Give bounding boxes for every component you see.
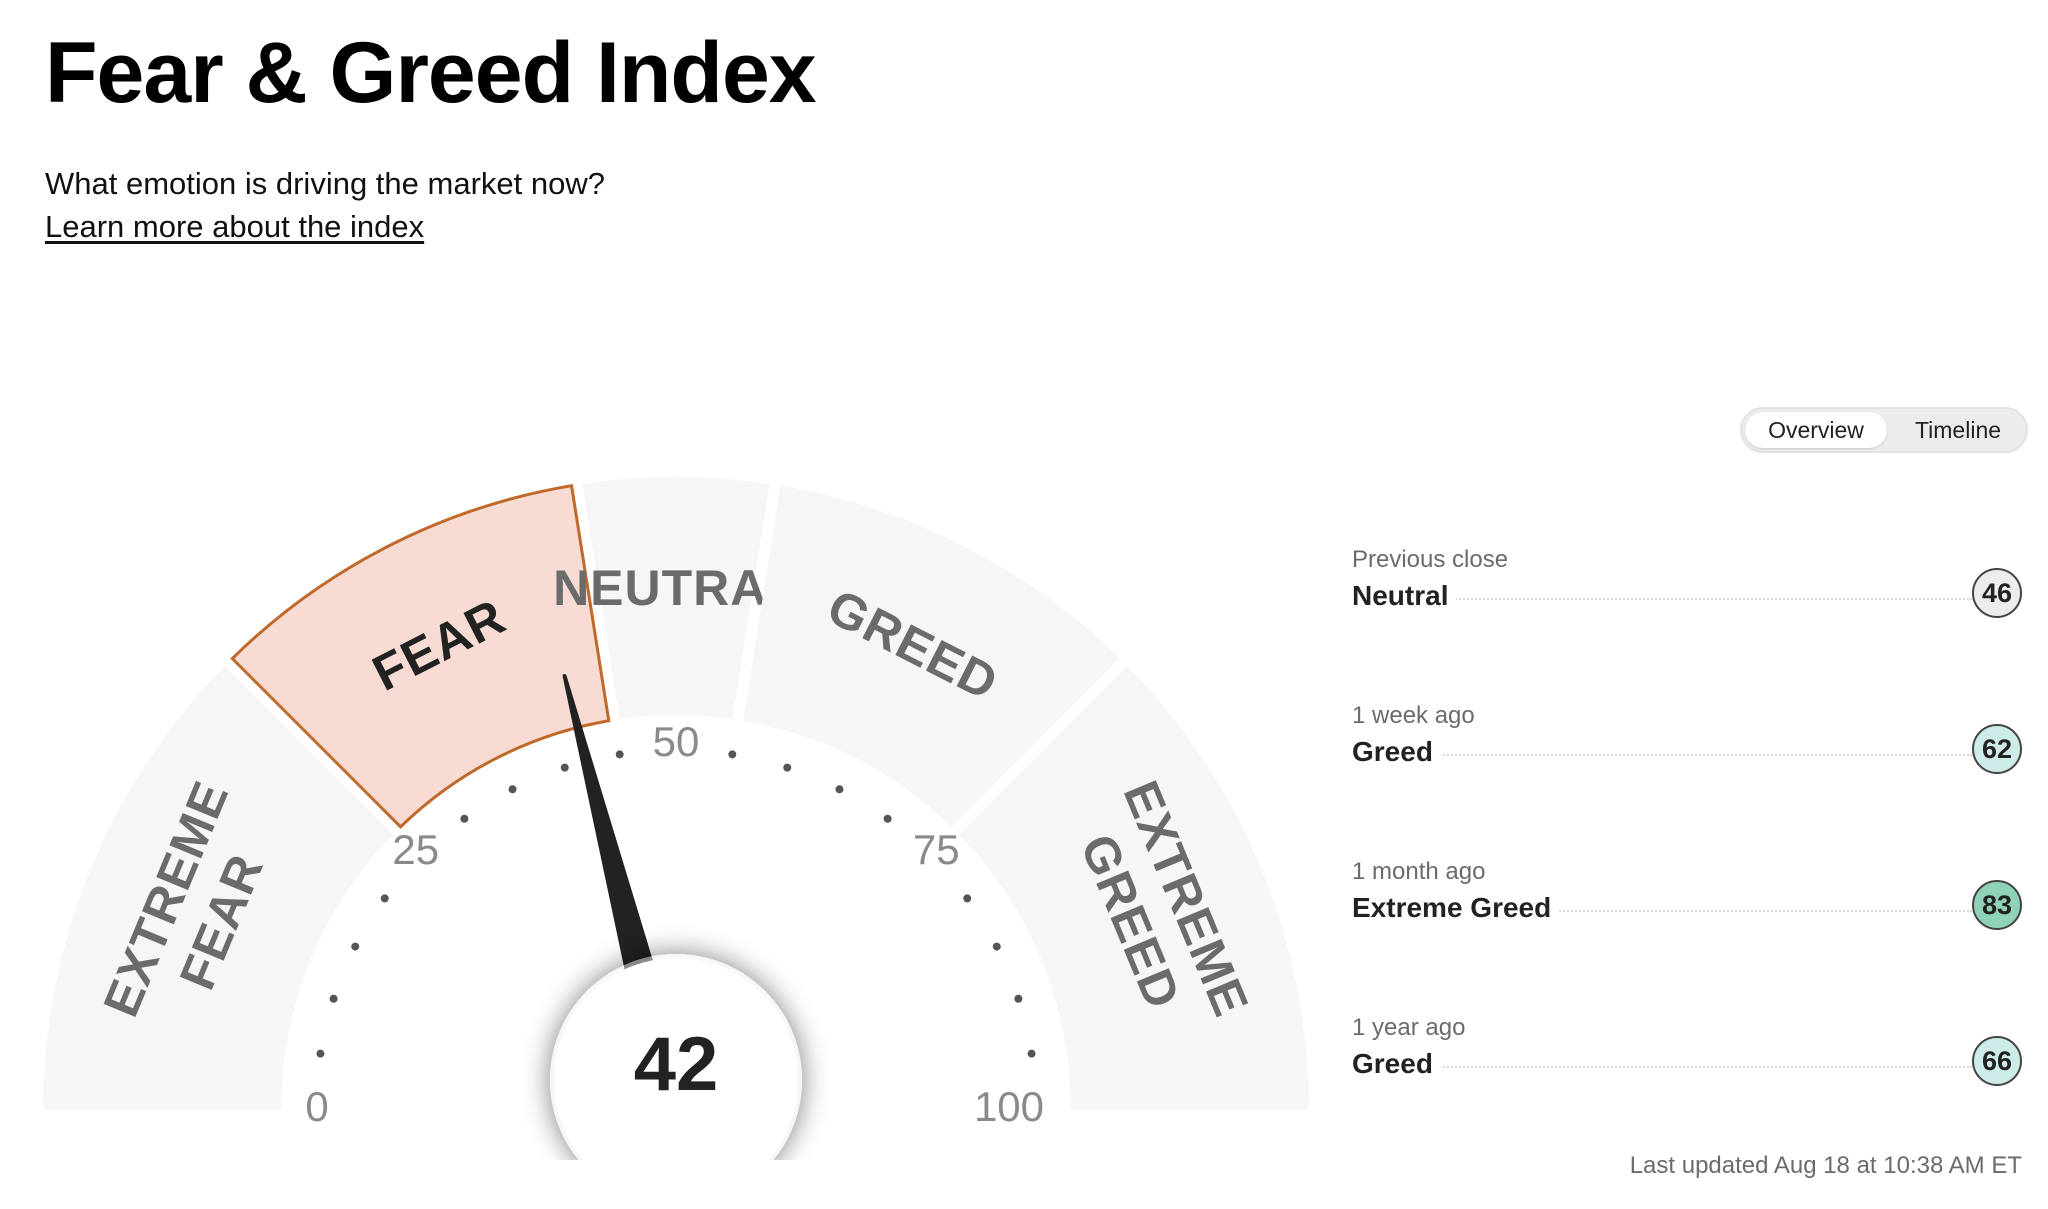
- history-row-1-year-ago: 1 year ago Greed 66: [1352, 1014, 2022, 1124]
- scale-label-75: 75: [913, 826, 960, 873]
- history-value-badge: 62: [1972, 724, 2022, 774]
- gauge-hub: [554, 958, 798, 1160]
- history-rating: Extreme Greed: [1352, 892, 1560, 924]
- history-row-previous-close: Previous close Neutral 46: [1352, 546, 2022, 656]
- segment-neutral: NEUTRAL: [553, 476, 799, 720]
- leader-dots: [1352, 754, 1972, 756]
- history-rating: Neutral: [1352, 580, 1457, 612]
- scale-tick: [560, 763, 569, 772]
- history-value-badge: 83: [1972, 880, 2022, 930]
- history-rating: Greed: [1352, 736, 1441, 768]
- scale-tick: [329, 994, 338, 1003]
- history-value-badge: 46: [1972, 568, 2022, 618]
- history-row-1-week-ago: 1 week ago Greed 62: [1352, 702, 2022, 812]
- history-rating: Greed: [1352, 1048, 1441, 1080]
- segment-extreme-greed: EXTREMEGREED: [959, 666, 1309, 1110]
- scale-tick: [615, 750, 624, 759]
- view-toggle: Overview Timeline: [1740, 407, 2028, 453]
- segment-neutral-arc: [582, 476, 770, 720]
- scale-tick: [351, 942, 360, 951]
- scale-tick: [1027, 1049, 1036, 1058]
- scale-label-50: 50: [653, 718, 700, 765]
- scale-tick: [508, 785, 517, 794]
- current-index-value: 42: [634, 1022, 719, 1107]
- segment-extreme-fear: EXTREMEFEAR: [43, 666, 393, 1110]
- scale-tick: [783, 763, 792, 772]
- scale-tick: [963, 894, 972, 903]
- leader-dots: [1352, 598, 1972, 600]
- segment-extreme-greed-arc: [959, 666, 1309, 1110]
- scale-label-100: 100: [974, 1083, 1044, 1130]
- scale-tick: [883, 814, 892, 823]
- segment-extreme-fear-arc: [43, 666, 393, 1110]
- segment-greed: GREED: [743, 485, 1120, 827]
- scale-tick: [992, 942, 1001, 951]
- history-label: 1 week ago: [1352, 702, 1475, 729]
- page-title: Fear & Greed Index: [45, 25, 817, 121]
- scale-tick: [316, 1049, 325, 1058]
- learn-more-link[interactable]: Learn more about the index: [45, 209, 425, 244]
- leader-dots: [1352, 910, 1972, 912]
- segment-greed-arc: [743, 485, 1120, 827]
- segment-neutral-label: NEUTRAL: [553, 560, 799, 616]
- history-row-1-month-ago: 1 month ago Extreme Greed 83: [1352, 858, 2022, 968]
- page-subtitle: What emotion is driving the market now?: [45, 166, 605, 201]
- scale-label-25: 25: [392, 826, 439, 873]
- history-label: 1 month ago: [1352, 858, 1486, 885]
- history-label: Previous close: [1352, 546, 1509, 573]
- segment-fear-arc: [230, 483, 611, 829]
- scale-tick: [835, 785, 844, 794]
- last-updated-text: Last updated Aug 18 at 10:38 AM ET: [1629, 1152, 2022, 1179]
- history-value-badge: 66: [1972, 1036, 2022, 1086]
- segment-label-line: NEUTRAL: [553, 560, 799, 616]
- scale-tick: [380, 894, 389, 903]
- overview-tab[interactable]: Overview: [1745, 412, 1887, 448]
- timeline-tab[interactable]: Timeline: [1914, 417, 2002, 443]
- segment-fear: FEAR: [230, 483, 611, 829]
- history-label: 1 year ago: [1352, 1014, 1466, 1041]
- scale-tick: [460, 814, 469, 823]
- scale-tick: [1014, 994, 1023, 1003]
- leader-dots: [1352, 1066, 1972, 1068]
- scale-label-0: 0: [305, 1083, 328, 1130]
- scale-tick: [728, 750, 737, 759]
